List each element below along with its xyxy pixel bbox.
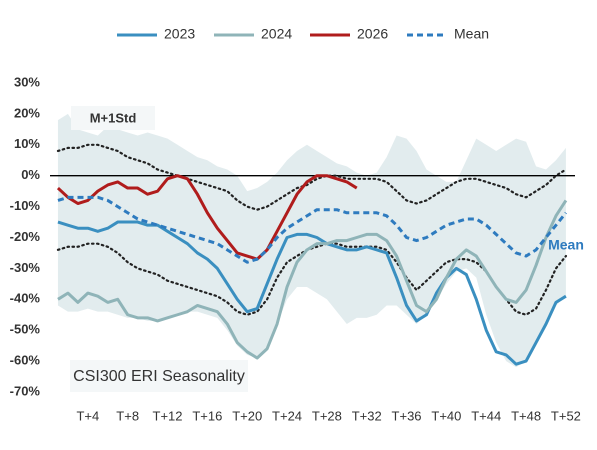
y-tick-label: 10% [14, 136, 40, 151]
legend-label: Mean [454, 26, 489, 42]
x-tick-label: T+28 [312, 408, 342, 423]
x-tick-label: T+44 [471, 408, 501, 423]
x-tick-label: T+16 [192, 408, 222, 423]
x-tick-label: T+48 [511, 408, 541, 423]
y-tick-label: 20% [14, 105, 40, 120]
x-tick-label: T+12 [153, 408, 183, 423]
band-layer [57, 113, 566, 368]
series-line [56, 174, 358, 261]
series-line [57, 199, 568, 360]
annotation: M+1Std [90, 110, 137, 125]
chart-title: CSI300 ERI Seasonality [73, 368, 245, 385]
y-tick-label: -10% [10, 198, 41, 213]
legend-label: 2023 [164, 26, 195, 42]
range-band [57, 113, 566, 368]
main-layer: -70% -60% -50% -40% -30% -20% -10% 0% 10% 20% 30% T… [10, 26, 581, 424]
series-line [57, 220, 567, 366]
title-box [70, 360, 248, 392]
y-tick-label: 0% [21, 167, 40, 182]
annotation-box [71, 106, 155, 130]
x-tick-label: T+36 [392, 408, 422, 423]
x-tick-label: T+24 [272, 408, 302, 423]
x-tick-label: T+4 [76, 408, 99, 423]
legend-label: 2024 [261, 26, 292, 42]
series-line [57, 195, 568, 264]
std-line [56, 143, 568, 211]
y-tick-label: -60% [10, 353, 41, 368]
x-tick-label: T+20 [232, 408, 262, 423]
x-tick-label: T+52 [551, 408, 581, 423]
y-tick-label: -30% [10, 260, 41, 275]
annotation: Mean [548, 237, 584, 253]
x-tick-label: T+8 [116, 408, 139, 423]
y-tick-label: -50% [10, 322, 41, 337]
legend-label: 2026 [357, 26, 388, 42]
y-tick-label: -40% [10, 291, 41, 306]
x-tick-label: T+40 [431, 408, 461, 423]
y-tick-label: -70% [10, 383, 41, 398]
y-tick-label: 30% [14, 74, 40, 89]
x-tick-label: T+32 [352, 408, 382, 423]
y-tick-label: -20% [10, 229, 41, 244]
